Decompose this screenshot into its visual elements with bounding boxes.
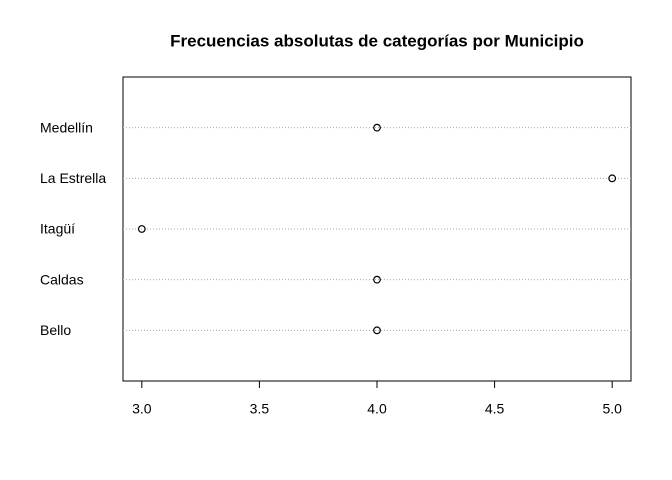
x-tick-label: 3.5 — [250, 401, 270, 417]
x-tick-label: 4.5 — [485, 401, 505, 417]
y-tick-label: Itagüí — [40, 221, 75, 237]
dot — [373, 123, 381, 132]
y-tick-label: Caldas — [40, 271, 84, 287]
y-tick-label: La Estrella — [40, 170, 106, 186]
dot — [608, 174, 617, 183]
dot — [137, 225, 146, 233]
plot-frame — [122, 76, 632, 382]
dot — [373, 275, 381, 284]
y-tick-label: Bello — [40, 322, 71, 338]
dot — [373, 326, 381, 335]
chart-title: Frecuencias absolutas de categorías por … — [170, 31, 584, 50]
x-tick-label: 5.0 — [602, 401, 622, 417]
x-tick-label: 4.0 — [367, 401, 387, 417]
x-tick-label: 3.0 — [132, 401, 152, 417]
y-tick-label: Medellín — [40, 119, 93, 135]
